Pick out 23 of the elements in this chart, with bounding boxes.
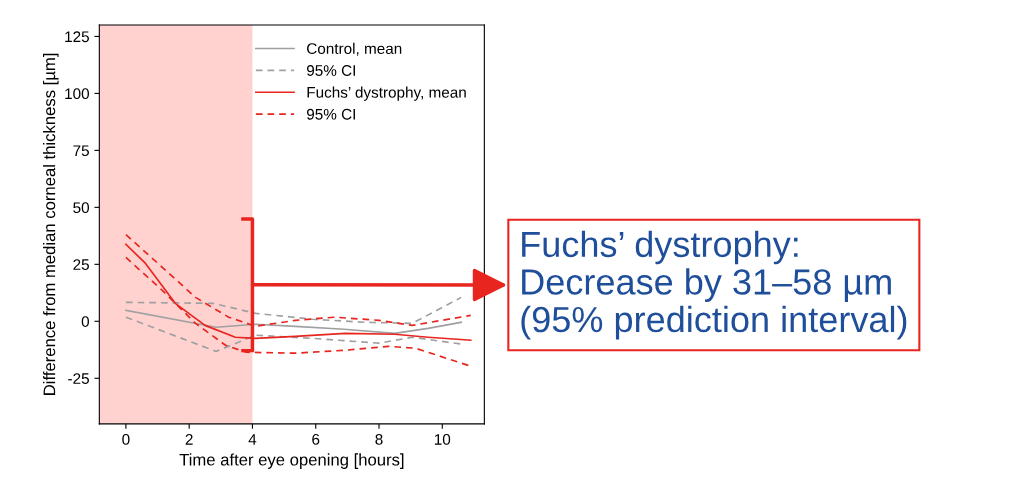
line-series — [125, 316, 463, 353]
x-tick-label: 8 — [375, 433, 383, 445]
x-tick-label: 4 — [248, 434, 257, 445]
line-series — [125, 309, 463, 335]
y-axis-title: Difference from median corneal thickness [µm] — [43, 53, 59, 395]
legend-label: 95% CI — [306, 108, 355, 120]
annotation: Fuchs’ dystrophy: Decrease by 31–58 µm (95% prediction interval) — [521, 230, 907, 340]
y-tick-label: 50 — [73, 202, 90, 214]
x-tick-label: 0 — [122, 433, 130, 445]
y-tick-label: 25 — [73, 259, 89, 271]
legend-label: Control, mean — [307, 42, 402, 56]
y-tick-label: 125 — [65, 31, 89, 43]
x-axis-title: Time after eye opening [hours] — [179, 453, 404, 469]
y-tick-label: 75 — [73, 145, 89, 157]
x-tick-label: 2 — [185, 433, 193, 445]
y-tick-label: -25 — [68, 373, 89, 384]
legend-label: 95% CI — [306, 65, 355, 76]
x-tick-label: 6 — [312, 433, 320, 445]
line-series — [125, 296, 463, 325]
legend-label: Fuchs’ dystrophy, mean — [307, 86, 466, 101]
y-tick-label: 0 — [81, 316, 90, 327]
x-tick-label: 10 — [434, 433, 451, 445]
y-tick-label: 100 — [65, 88, 90, 100]
